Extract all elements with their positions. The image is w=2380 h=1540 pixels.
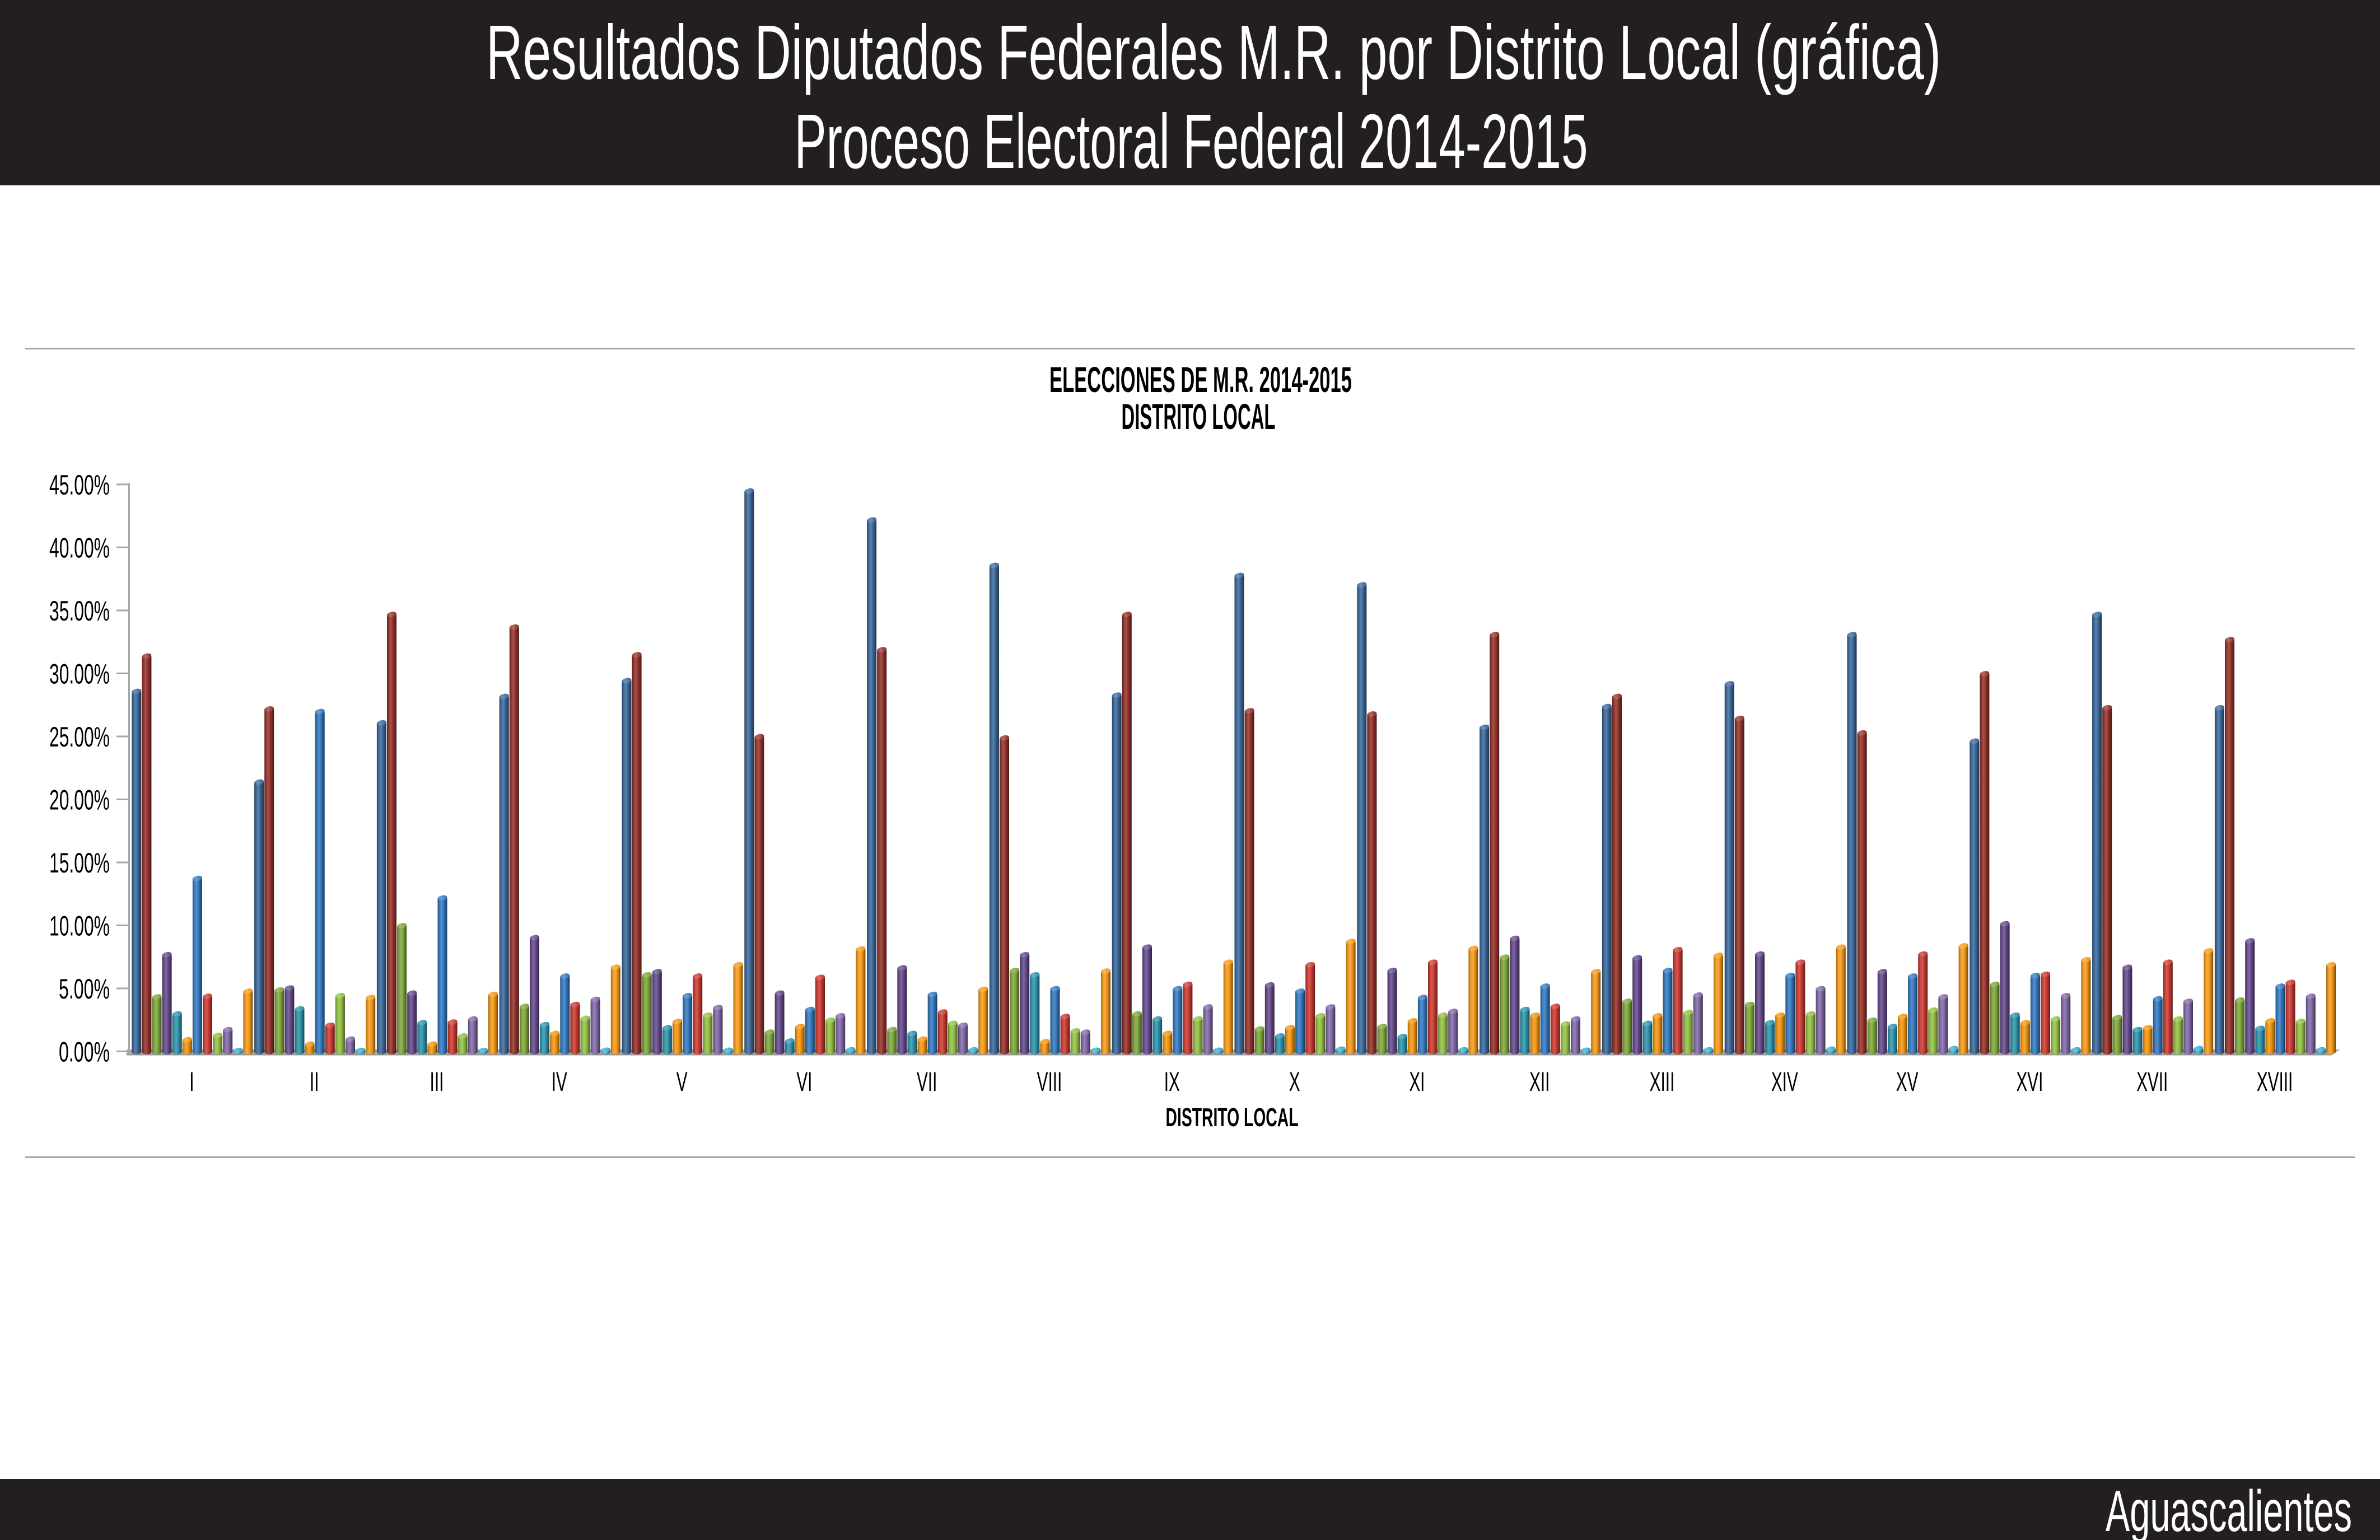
svg-text:XIV: XIV bbox=[1771, 1067, 1798, 1097]
svg-text:DISTRITO LOCAL: DISTRITO LOCAL bbox=[1166, 1103, 1299, 1132]
svg-text:ELECCIONES DE M.R. 2014-2015: ELECCIONES DE M.R. 2014-2015 bbox=[1049, 360, 1352, 400]
svg-text:IV: IV bbox=[552, 1067, 567, 1097]
svg-text:20.00%: 20.00% bbox=[49, 785, 110, 816]
svg-text:I: I bbox=[189, 1067, 194, 1097]
svg-text:0.00%: 0.00% bbox=[59, 1037, 110, 1068]
svg-text:Resultados Diputados Federales: Resultados Diputados Federales M.R. por … bbox=[486, 10, 1941, 96]
svg-text:XII: XII bbox=[1529, 1067, 1550, 1097]
svg-text:X: X bbox=[1289, 1067, 1300, 1097]
svg-text:XVIII: XVIII bbox=[2257, 1067, 2293, 1097]
svg-text:35.00%: 35.00% bbox=[49, 595, 110, 627]
svg-text:XV: XV bbox=[1896, 1067, 1919, 1097]
svg-text:VI: VI bbox=[796, 1067, 812, 1097]
svg-text:10.00%: 10.00% bbox=[49, 911, 110, 942]
svg-text:25.00%: 25.00% bbox=[49, 721, 110, 753]
svg-text:XVII: XVII bbox=[2136, 1067, 2168, 1097]
svg-text:III: III bbox=[430, 1067, 444, 1097]
svg-text:DISTRITO LOCAL: DISTRITO LOCAL bbox=[1122, 396, 1276, 437]
svg-text:V: V bbox=[676, 1067, 688, 1097]
svg-text:XIII: XIII bbox=[1650, 1067, 1675, 1097]
svg-text:VII: VII bbox=[917, 1067, 937, 1097]
svg-text:XI: XI bbox=[1409, 1067, 1425, 1097]
svg-text:Aguascalientes: Aguascalientes bbox=[2106, 1479, 2352, 1540]
svg-text:40.00%: 40.00% bbox=[49, 533, 110, 564]
svg-text:5.00%: 5.00% bbox=[59, 973, 110, 1005]
svg-text:II: II bbox=[310, 1067, 319, 1097]
svg-text:15.00%: 15.00% bbox=[49, 847, 110, 879]
svg-text:VIII: VIII bbox=[1037, 1067, 1062, 1097]
svg-text:XVI: XVI bbox=[2016, 1067, 2043, 1097]
svg-text:IX: IX bbox=[1164, 1067, 1180, 1097]
svg-text:Proceso Electoral Federal 2014: Proceso Electoral Federal 2014-2015 bbox=[795, 99, 1588, 185]
svg-text:30.00%: 30.00% bbox=[49, 659, 110, 690]
svg-text:45.00%: 45.00% bbox=[49, 469, 110, 501]
